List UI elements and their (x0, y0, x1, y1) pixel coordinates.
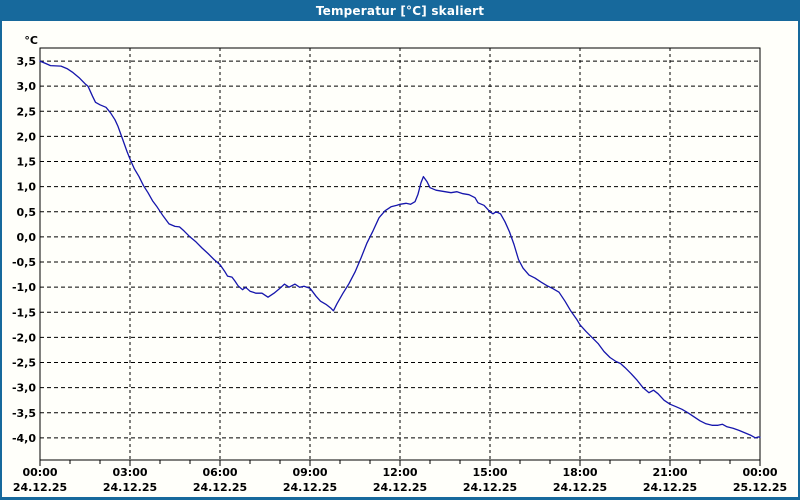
x-tick-date-label: 24.12.25 (103, 481, 157, 494)
y-tick-label: -2,5 (12, 357, 36, 370)
x-tick-date-label: 24.12.25 (283, 481, 337, 494)
x-tick-date-label: 24.12.25 (373, 481, 427, 494)
y-tick-label: 0,5 (17, 206, 37, 219)
x-tick-date-label: 24.12.25 (193, 481, 247, 494)
window-title-bar[interactable]: Temperatur [°C] skaliert (0, 0, 800, 21)
y-tick-label: -2,0 (12, 331, 36, 344)
y-tick-label: -0,5 (12, 256, 36, 269)
y-tick-label: 3,5 (17, 55, 37, 68)
x-tick-time-label: 00:00 (22, 466, 57, 479)
x-tick-date-label: 25.12.25 (733, 481, 787, 494)
plot-border (39, 47, 761, 461)
y-tick-label: -3,0 (12, 382, 36, 395)
x-tick-time-label: 03:00 (112, 466, 147, 479)
y-tick-label: 1,0 (17, 181, 37, 194)
x-tick-date-label: 24.12.25 (643, 481, 697, 494)
y-tick-label: 1,5 (17, 156, 37, 169)
chart-panel: °C 3,5 3,0 2,5 2,0 1,5 1,0 0,5 0,0 -0,5 -1,0 -1,5 -2… (2, 21, 798, 497)
y-tick-label: 3,0 (17, 80, 37, 93)
temperature-chart: °C 3,5 3,0 2,5 2,0 1,5 1,0 0,5 0,0 -0,5 -1,0 -1,5 -2… (12, 34, 787, 494)
y-tick-label: -4,0 (12, 432, 36, 445)
x-tick-time-label: 15:00 (472, 466, 507, 479)
y-tick-label: -3,5 (12, 407, 36, 420)
x-tick-date-label: 24.12.25 (553, 481, 607, 494)
x-tick-time-label: 12:00 (382, 466, 417, 479)
temperature-line (39, 60, 761, 439)
window-title: Temperatur [°C] skaliert (315, 3, 485, 18)
y-tick-label: 2,5 (17, 105, 37, 118)
x-tick-date-label: 24.12.25 (13, 481, 67, 494)
y-tick-label: -1,5 (12, 306, 36, 319)
x-tick-time-label: 00:00 (742, 466, 777, 479)
y-tick-label: 2,0 (17, 130, 37, 143)
y-tick-label: 0,0 (17, 231, 37, 244)
x-tick-time-label: 09:00 (292, 466, 327, 479)
y-tick-label: -1,0 (12, 281, 36, 294)
x-tick-time-label: 06:00 (202, 466, 237, 479)
x-tick-date-label: 24.12.25 (463, 481, 517, 494)
x-tick-time-label: 18:00 (562, 466, 597, 479)
y-axis-unit-label: °C (24, 34, 38, 47)
x-tick-time-label: 21:00 (652, 466, 687, 479)
